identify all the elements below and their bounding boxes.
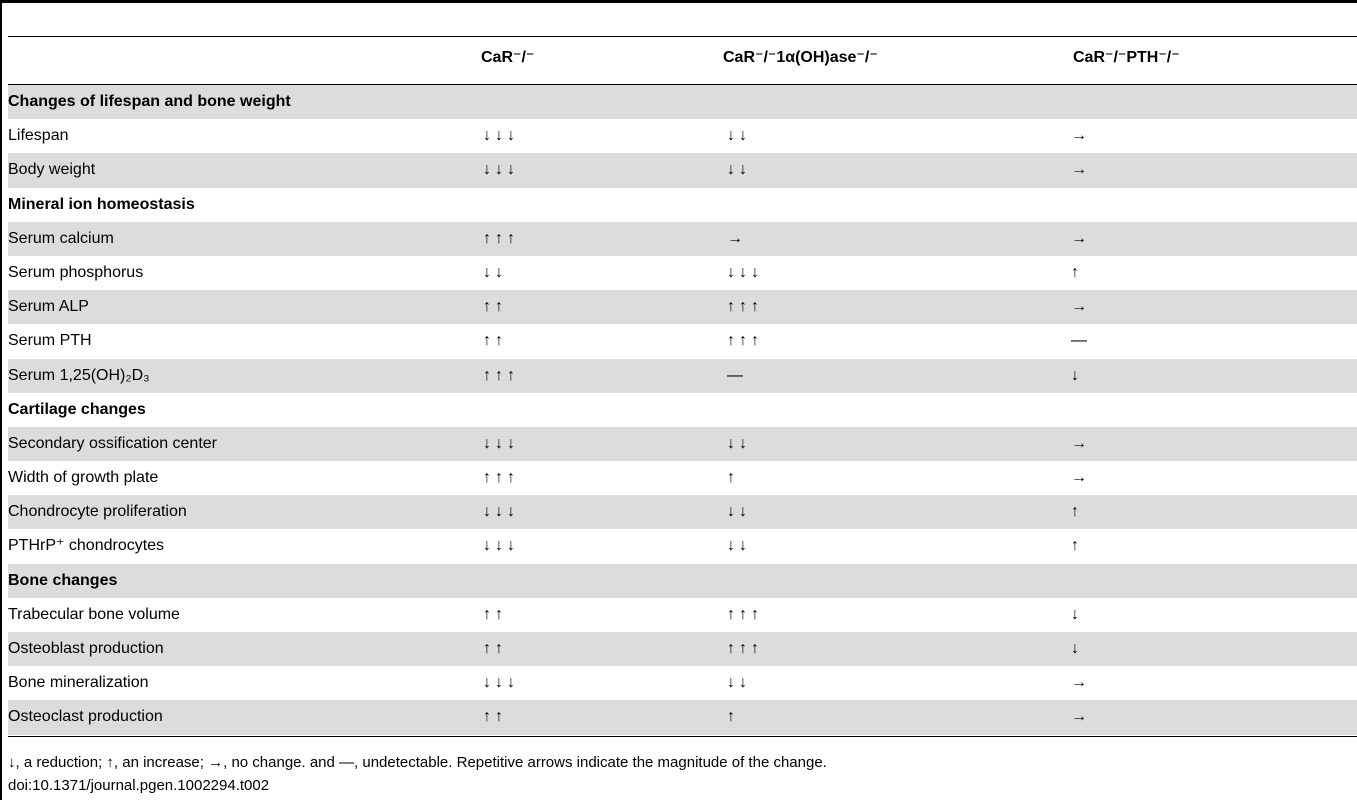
cell-c3: ↓: [1071, 366, 1083, 384]
column-header-car-pth: CaR⁻/⁻PTH⁻/⁻: [1073, 49, 1180, 66]
cell-c1: ↓↓↓: [483, 537, 519, 555]
table-footnote: ↓, a reduction; ↑, an increase; →, no ch…: [8, 754, 827, 771]
cell-c1: ↓↓: [483, 263, 507, 281]
row-label: Chondrocyte proliferation: [8, 503, 187, 521]
left-border: [0, 0, 2, 800]
cell-c3: ↑: [1071, 537, 1083, 555]
table-row: Osteoclast production ↑↑ ↑ →: [8, 700, 1357, 735]
cell-c2: ↑↑↑: [727, 605, 763, 623]
cell-c1: ↑↑↑: [483, 229, 519, 247]
row-label: Secondary ossification center: [8, 434, 217, 452]
top-border: [0, 0, 1357, 3]
cell-c3: →: [1071, 674, 1091, 692]
cell-c1: ↑↑↑: [483, 366, 519, 384]
row-label: Serum ALP: [8, 298, 89, 316]
table-row: Serum calcium ↑↑↑ → →: [8, 221, 1357, 256]
row-label: Serum PTH: [8, 332, 92, 350]
cell-c1: ↑↑: [483, 332, 507, 350]
table-row: Serum PTH ↑↑ ↑↑↑ —: [8, 324, 1357, 358]
table-header: CaR⁻/⁻ CaR⁻/⁻1α(OH)ase⁻/⁻ CaR⁻/⁻PTH⁻/⁻: [8, 37, 1357, 84]
table-row: Secondary ossification center ↓↓↓ ↓↓ →: [8, 426, 1357, 462]
cell-c1: ↑↑↑: [483, 469, 519, 487]
cell-c2: ↑↑↑: [727, 640, 763, 657]
cell-c2: ↑↑↑: [727, 298, 763, 316]
table-row: Body weight ↓↓↓ ↓↓ →: [8, 153, 1357, 188]
cell-c3: →: [1071, 127, 1091, 145]
section-row: Cartilage changes: [8, 393, 1357, 427]
section-row: Mineral ion homeostasis: [8, 188, 1357, 222]
table-row: Chondrocyte proliferation ↓↓↓ ↓↓ ↑: [8, 495, 1357, 530]
table-row: Lifespan ↓↓↓ ↓↓ →: [8, 119, 1357, 153]
cell-c3: →: [1071, 229, 1091, 247]
row-label: Lifespan: [8, 127, 69, 145]
cell-c2: ↓↓: [727, 127, 751, 145]
cell-c2: ↑↑↑: [727, 332, 763, 350]
cell-c3: ↓: [1071, 605, 1083, 623]
cell-c3: →: [1071, 298, 1091, 316]
table-bottom-rule: [8, 736, 1357, 737]
cell-c3: →: [1071, 434, 1091, 452]
table-row: Trabecular bone volume ↑↑ ↑↑↑ ↓: [8, 598, 1357, 632]
cell-c3: →: [1071, 469, 1091, 487]
cell-c2: ↓↓: [727, 161, 751, 179]
section-heading: Bone changes: [8, 571, 118, 589]
row-label: Trabecular bone volume: [8, 605, 180, 623]
cell-c2: ↓↓: [727, 674, 751, 692]
cell-c2: ↑: [727, 708, 739, 726]
cell-c3: ↑: [1071, 263, 1083, 281]
cell-c1: ↑↑: [483, 708, 507, 726]
cell-c2: ↓↓: [727, 537, 751, 555]
cell-c1: ↑↑: [483, 605, 507, 623]
section-heading: Cartilage changes: [8, 400, 146, 418]
doi-label: doi:10.1371/journal.pgen.1002294.t002: [8, 777, 270, 794]
cell-c2: ↓↓: [727, 503, 751, 521]
cell-c1: ↓↓↓: [483, 674, 519, 692]
cell-c2: ↑: [727, 469, 739, 487]
row-label: PTHrP⁺ chondrocytes: [8, 537, 165, 555]
column-header-car: CaR⁻/⁻: [481, 49, 535, 66]
section-row: Changes of lifespan and bone weight: [8, 85, 1357, 120]
cell-c3: ↑: [1071, 503, 1083, 521]
column-header-car-1aohase: CaR⁻/⁻1α(OH)ase⁻/⁻: [723, 49, 878, 66]
table-row: Bone mineralization ↓↓↓ ↓↓ →: [8, 666, 1357, 700]
row-label: Bone mineralization: [8, 674, 149, 692]
row-label: Osteoblast production: [8, 640, 164, 657]
cell-c1: ↓↓↓: [483, 434, 519, 452]
cell-c2: —: [727, 366, 747, 384]
row-label: Width of growth plate: [8, 469, 159, 487]
cell-c1: ↓↓↓: [483, 127, 519, 145]
table-row: Serum phosphorus ↓↓ ↓↓↓ ↑: [8, 256, 1357, 290]
cell-c2: ↓↓↓: [727, 263, 763, 281]
row-label: Body weight: [8, 161, 96, 179]
row-label: Serum calcium: [8, 229, 114, 247]
cell-c2: ↓↓: [727, 434, 751, 452]
row-label: Serum phosphorus: [8, 263, 144, 281]
row-label: Osteoclast production: [8, 708, 163, 726]
table-row: Serum 1,25(OH)₂D₃ ↑↑↑ — ↓: [8, 358, 1357, 393]
cell-c3: →: [1071, 161, 1091, 179]
table-row: Width of growth plate ↑↑↑ ↑ →: [8, 461, 1357, 495]
cell-c2: →: [727, 229, 747, 247]
table-row: Serum ALP ↑↑ ↑↑↑ →: [8, 290, 1357, 325]
header-top-rule: [8, 36, 1357, 37]
cell-c1: ↓↓↓: [483, 503, 519, 521]
table-row: Osteoblast production ↑↑ ↑↑↑ ↓: [8, 632, 1357, 667]
cell-c3: ↓: [1071, 640, 1083, 657]
section-heading: Changes of lifespan and bone weight: [8, 93, 291, 110]
section-row: Bone changes: [8, 563, 1357, 598]
table-body: Changes of lifespan and bone weight Lifes…: [8, 85, 1357, 735]
cell-c3: →: [1071, 708, 1091, 726]
cell-c1: ↑↑: [483, 298, 507, 316]
header-bottom-rule: [8, 84, 1357, 85]
cell-c1: ↑↑: [483, 640, 507, 657]
cell-c1: ↓↓↓: [483, 161, 519, 179]
cell-c3: —: [1071, 332, 1091, 350]
row-label: Serum 1,25(OH)₂D₃: [8, 366, 150, 384]
section-heading: Mineral ion homeostasis: [8, 195, 195, 213]
table-row: PTHrP⁺ chondrocytes ↓↓↓ ↓↓ ↑: [8, 529, 1357, 563]
